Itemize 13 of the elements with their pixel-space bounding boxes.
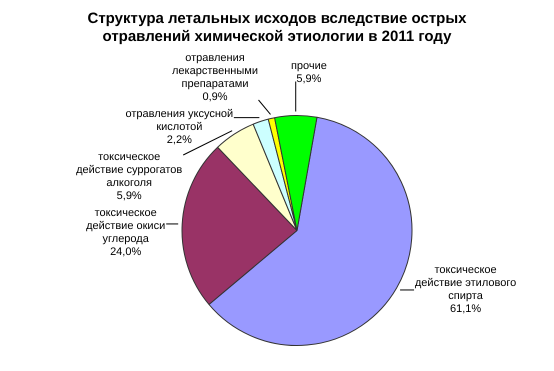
- slice-label: отравления уксусной кислотой: [124, 108, 234, 134]
- data-label: 2,2%: [166, 134, 193, 147]
- data-label: 5,9%: [116, 190, 143, 203]
- slice-label: токсическое действие этилового спирта: [414, 264, 518, 303]
- data-label: 0,9%: [201, 91, 229, 104]
- chart-title: Структура летальных исходов вследствие острых отравлений химической этиологии в 2011 году: [87, 10, 467, 46]
- slice-label: прочие: [290, 60, 328, 72]
- slice-label: отравления лекарственными препаратами: [172, 52, 258, 91]
- data-label: 24,0%: [109, 246, 142, 259]
- data-label: 5,9%: [295, 72, 322, 86]
- slice-label: токсическое действие суррогатов алкоголя: [75, 151, 184, 190]
- slice-label: токсическое действие окиси углерода: [85, 207, 166, 246]
- data-label: 61,1%: [448, 302, 482, 316]
